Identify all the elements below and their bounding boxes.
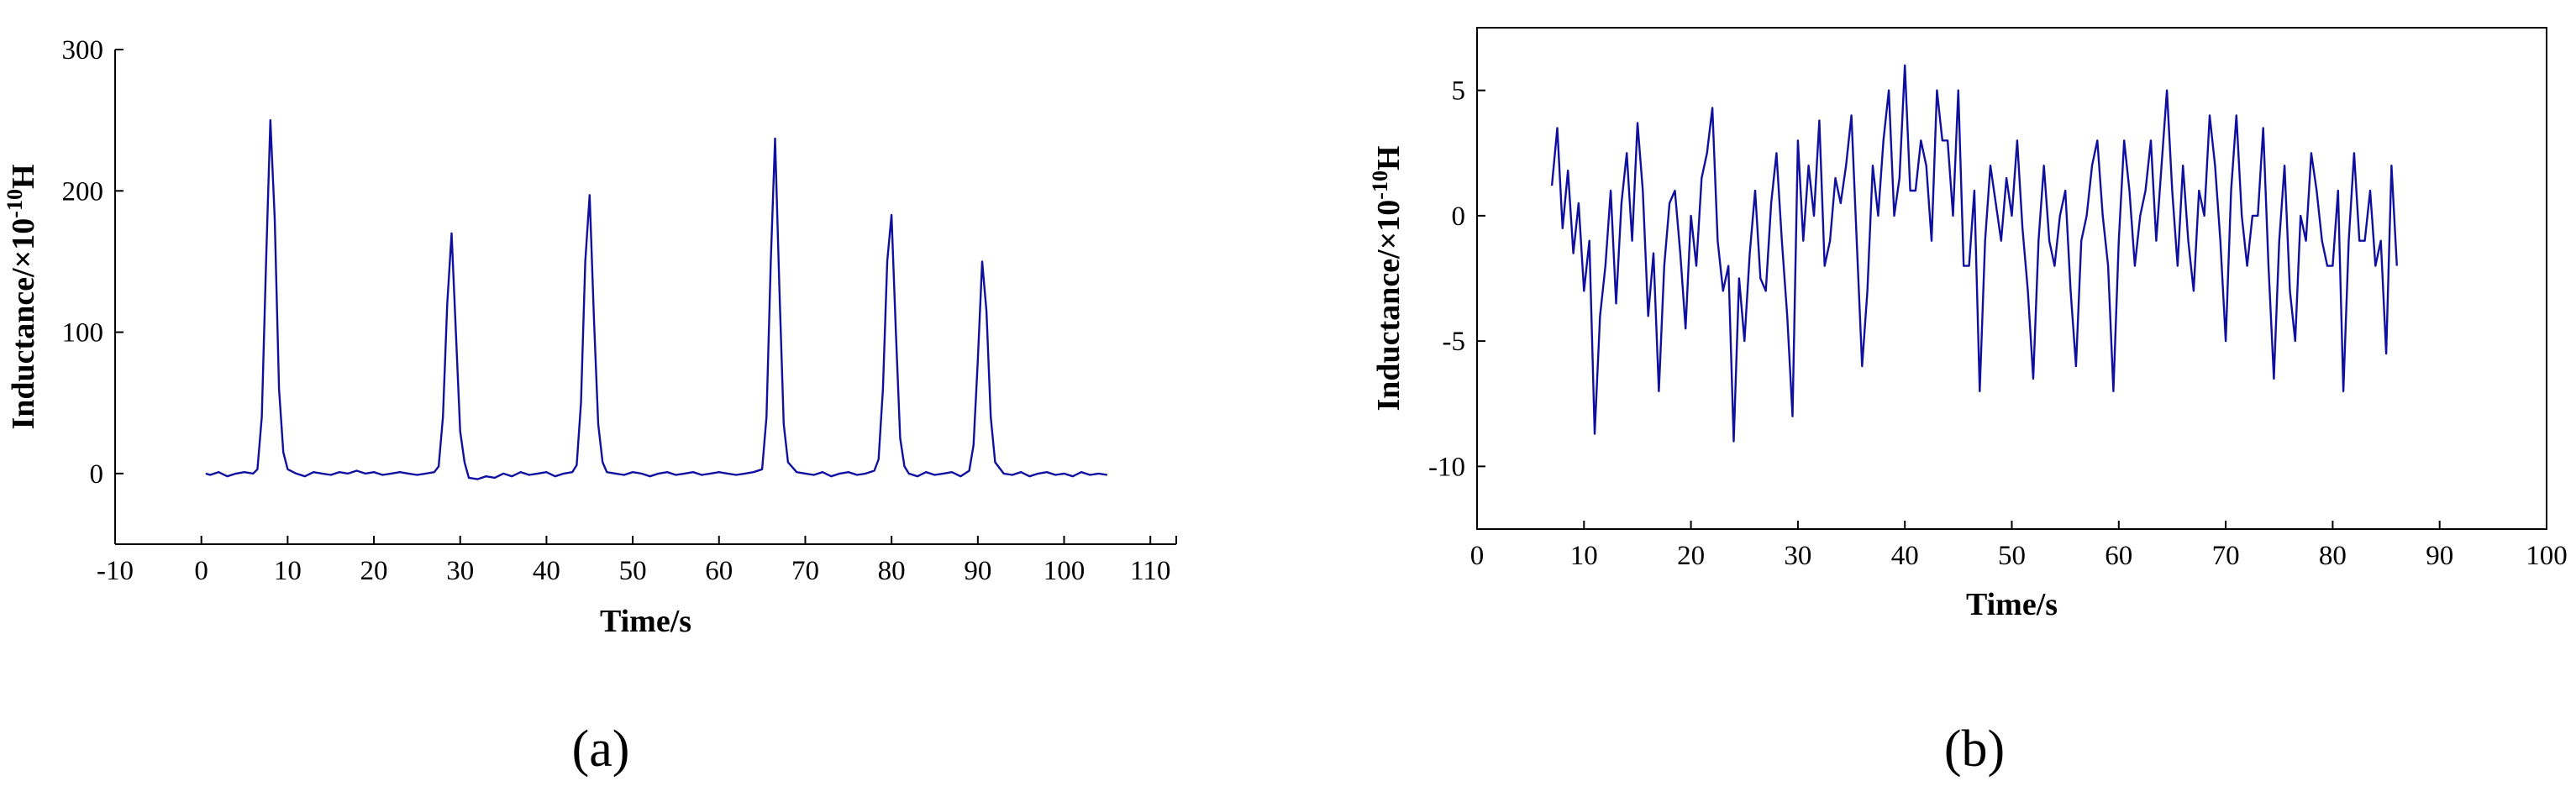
x-tick-label: 30 — [446, 556, 474, 586]
x-tick-label: 30 — [1784, 541, 1811, 571]
y-tick-label: -5 — [1443, 327, 1466, 357]
x-tick-label: 70 — [2212, 541, 2240, 571]
x-tick-label: 50 — [619, 556, 647, 586]
x-tick-label: 60 — [705, 556, 733, 586]
x-tick-label: 80 — [878, 556, 906, 586]
x-tick-label: 40 — [1891, 541, 1919, 571]
y-label-exponent: -10 — [1368, 170, 1392, 200]
panel-caption: (a) — [572, 721, 630, 778]
y-label-unit: H — [6, 164, 41, 189]
y-axis-label: Inductance/×10-10H — [3, 164, 41, 429]
x-tick-label: 100 — [2526, 541, 2568, 571]
plot-frame — [1476, 27, 2547, 530]
panel-caption: (b) — [1944, 721, 2005, 778]
x-axis-label: Time/s — [600, 604, 691, 639]
y-label-unit: H — [1371, 145, 1406, 170]
y-label-text: Inductance/×10 — [1371, 200, 1406, 411]
x-tick-label: 10 — [1570, 541, 1598, 571]
y-tick-label: 5 — [1452, 76, 1466, 107]
x-tick-label: 10 — [274, 556, 302, 586]
y-tick-label: 0 — [1452, 202, 1466, 232]
x-tick-label: -10 — [97, 556, 134, 586]
x-tick-label: 60 — [2105, 541, 2132, 571]
x-tick-label: 90 — [964, 556, 991, 586]
x-tick-label: 40 — [533, 556, 560, 586]
x-tick-label: 0 — [1470, 541, 1485, 571]
x-tick-label: 70 — [791, 556, 819, 586]
y-axis-label: Inductance/×10-10H — [1368, 145, 1406, 411]
x-tick-label: 50 — [1998, 541, 2026, 571]
x-tick-label: 90 — [2426, 541, 2453, 571]
x-axis-label: Time/s — [1966, 587, 2058, 622]
x-tick-label: 0 — [194, 556, 208, 586]
y-tick-label: 200 — [62, 176, 104, 207]
x-tick-label: 20 — [360, 556, 388, 586]
data-line — [1550, 64, 2398, 443]
x-tick-label: 110 — [1130, 556, 1170, 586]
y-tick-label: 300 — [62, 35, 104, 66]
x-tick-label: 20 — [1677, 541, 1705, 571]
chart-panel: -10 0 10 20 30 40 50 60 70 80 90 100 110 0 100 200 300 Ti… — [3, 35, 1177, 778]
chart-panel: 0 10 20 30 40 50 60 70 80 90 100 -10 -5 0 5 Time/s Induc… — [1368, 27, 2568, 778]
y-label-exponent: -10 — [3, 189, 27, 218]
y-label-text: Inductance/×10 — [6, 218, 41, 430]
y-tick-label: 100 — [62, 318, 104, 349]
x-tick-label: 100 — [1044, 556, 1086, 586]
y-tick-label: 0 — [90, 459, 104, 490]
data-line — [205, 118, 1108, 480]
x-tick-label: 80 — [2319, 541, 2347, 571]
y-tick-label: -10 — [1428, 452, 1465, 482]
